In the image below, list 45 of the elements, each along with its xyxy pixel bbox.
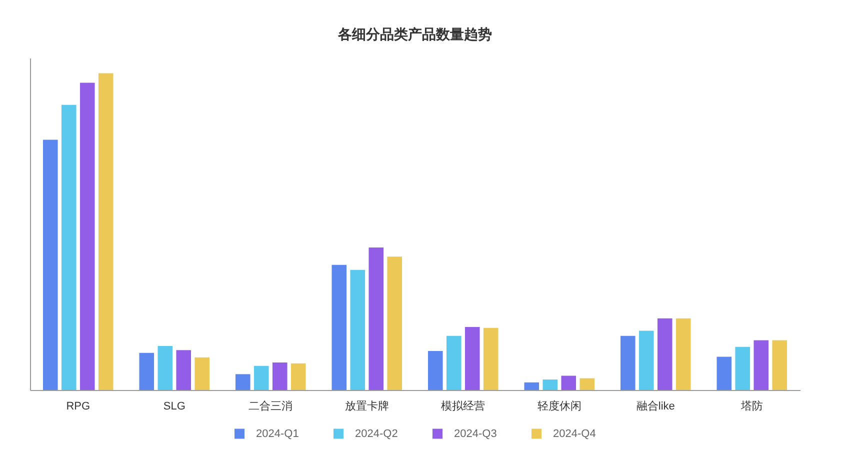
bar: [657, 318, 672, 390]
x-tick-label: 塔防: [740, 400, 763, 412]
bar: [620, 336, 636, 390]
bar: [235, 374, 250, 390]
bar: [428, 351, 443, 390]
x-tick-label: 放置卡牌: [344, 400, 389, 412]
legend-label: 2024-Q3: [454, 428, 497, 440]
bar: [139, 352, 154, 390]
x-tick-label: RPG: [66, 400, 90, 412]
bar: [676, 318, 691, 390]
bar: [464, 326, 480, 390]
x-tick-label: 模拟经营: [441, 400, 486, 412]
bar: [194, 357, 210, 390]
x-tick-label: 轻度休闲: [537, 400, 582, 412]
bar: [524, 382, 540, 390]
bar: [272, 362, 288, 390]
x-tick-label: SLG: [163, 400, 186, 412]
bar: [332, 264, 347, 390]
bar: [754, 340, 769, 390]
bar: [158, 346, 173, 390]
bar: [483, 328, 498, 390]
bar: [42, 140, 58, 390]
bar: [368, 247, 384, 390]
bar: [446, 336, 462, 390]
bar: [561, 376, 576, 390]
bar: [638, 330, 654, 390]
bar: [716, 356, 732, 390]
bar: [98, 73, 114, 390]
bar: [580, 378, 595, 390]
bar: [80, 82, 95, 390]
x-tick-label: 二合三消: [248, 400, 293, 412]
bar: [387, 256, 402, 390]
chart-title: 各细分品类产品数量趋势: [337, 26, 492, 42]
bar: [290, 363, 306, 390]
legend-label: 2024-Q4: [553, 428, 596, 440]
legend-label: 2024-Q1: [256, 428, 299, 440]
bar: [542, 380, 558, 390]
bar: [772, 340, 788, 390]
bar: [254, 366, 269, 390]
legend-label: 2024-Q2: [355, 428, 398, 440]
bar: [350, 270, 366, 390]
bar: [735, 346, 750, 390]
bar: [176, 350, 192, 390]
bar: [61, 104, 76, 390]
x-tick-label: 融合like: [636, 400, 675, 412]
